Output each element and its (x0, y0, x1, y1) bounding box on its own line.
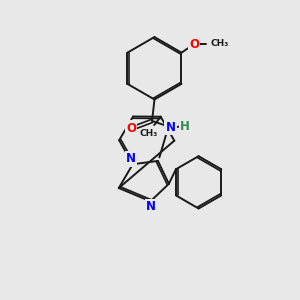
Text: O: O (126, 122, 136, 134)
Text: CH₃: CH₃ (210, 39, 228, 48)
Text: H: H (180, 120, 190, 133)
Text: N: N (126, 152, 136, 165)
Text: O: O (189, 38, 199, 51)
Text: N: N (146, 200, 156, 213)
Text: CH₃: CH₃ (140, 130, 158, 139)
Text: N: N (166, 121, 176, 134)
